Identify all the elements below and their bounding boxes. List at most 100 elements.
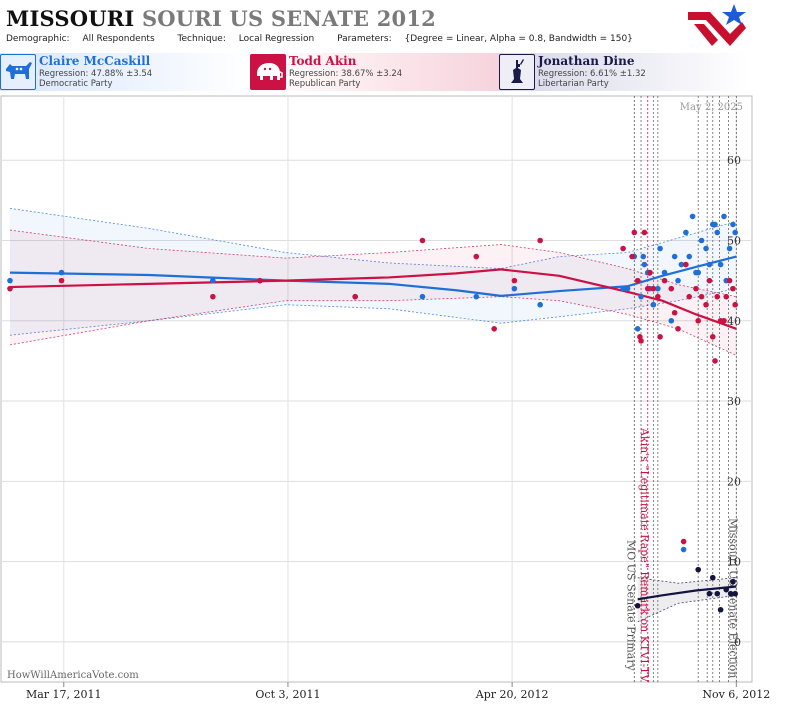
poll-point: [698, 293, 705, 300]
poll-point: [620, 245, 626, 252]
y-tick-label: 0: [734, 636, 741, 649]
poll-point: [661, 269, 668, 276]
poll-point: [7, 277, 13, 284]
event-label: Akin's "Legitimate Rape" Remark on KTVI-…: [638, 427, 651, 683]
poll-point: [640, 253, 647, 260]
candidate-regression: Regression: 6.61% ±1.32: [538, 69, 646, 79]
x-tick-label: Nov 6, 2012: [702, 688, 770, 701]
poll-point: [647, 269, 653, 276]
poll-point: [675, 325, 681, 332]
poll-point: [537, 301, 543, 308]
x-tick-label: Oct 3, 2011: [255, 688, 320, 701]
candidate-party: Democratic Party: [39, 79, 113, 89]
poll-point: [730, 578, 736, 585]
x-tick-label: Mar 17, 2011: [26, 688, 102, 701]
candidate-name: Todd Akin: [289, 54, 357, 68]
poll-point: [693, 285, 699, 292]
poll-point: [638, 338, 644, 344]
y-axis: 0 10 20 30 40 50 60: [727, 154, 741, 649]
poll-point: [650, 301, 657, 308]
poll-point: [714, 590, 721, 597]
donkey-icon: [0, 54, 36, 90]
poll-point: [655, 285, 661, 292]
poll-point: [680, 546, 687, 553]
poll-point: [624, 285, 631, 292]
candidate-legend: Claire McCaskill Regression: 47.88% ±3.5…: [0, 53, 789, 93]
poll-point: [352, 293, 359, 300]
param-parameters: Parameters: {Degree = Linear, Alpha = 0.…: [337, 34, 633, 44]
poll-point: [58, 269, 65, 276]
poll-point: [491, 325, 497, 332]
poll-point: [668, 285, 675, 292]
x-axis: Mar 17, 2011 Oct 3, 2011 Apr 20, 2012 Nov 6…: [26, 682, 770, 701]
poll-point: [714, 229, 721, 236]
poll-points: [7, 213, 738, 613]
poll-point: [703, 245, 709, 252]
poll-point: [695, 269, 701, 276]
candidate-regression: Regression: 38.67% ±3.24: [289, 69, 403, 79]
poll-point: [686, 293, 693, 300]
poll-point: [210, 293, 216, 300]
y-tick-label: 60: [727, 154, 741, 167]
poll-point: [709, 334, 716, 340]
poll-point: [714, 293, 721, 300]
poll-point: [723, 586, 730, 593]
poll-point: [730, 221, 736, 228]
liberty-icon: [499, 54, 535, 90]
param-demographic: Demographic: All Respondents: [6, 34, 155, 44]
poll-point: [634, 325, 641, 332]
poll-point: [511, 285, 518, 292]
y-tick-label: 20: [727, 475, 741, 488]
poll-point: [680, 538, 687, 545]
candidate-name: Claire McCaskill: [39, 54, 151, 68]
candidate-akin[interactable]: Todd Akin Regression: 38.67% ±3.24 Repub…: [250, 53, 500, 91]
poll-point: [726, 245, 733, 252]
event-label: MO US Senate Primary: [624, 540, 637, 672]
candidate-mccaskill[interactable]: Claire McCaskill Regression: 47.88% ±3.5…: [0, 53, 250, 91]
title-rest: SOURI US SENATE 2012: [141, 6, 436, 31]
confidence-band: [9, 208, 737, 336]
poll-point: [641, 261, 648, 268]
trend-line: [9, 268, 737, 330]
poll-point: [419, 237, 426, 244]
poll-point: [727, 590, 734, 597]
band-lower-line: [9, 288, 737, 336]
poll-point: [671, 309, 678, 316]
poll-point: [650, 285, 657, 292]
watermark: HowWillAmericaVote.com: [7, 670, 139, 681]
poll-point: [689, 213, 696, 220]
poll-point: [641, 229, 648, 236]
poll-point: [671, 253, 678, 260]
event-lines: MO US Senate Primary Akin's "Legitimate R…: [624, 96, 739, 683]
band-upper-line: [9, 229, 737, 298]
band-lower-line: [637, 594, 737, 623]
page-title: MISSOURI SOURI US SENATE 2012: [6, 6, 436, 31]
trend-line: [637, 585, 737, 601]
poll-point: [511, 277, 518, 284]
poll-point: [657, 334, 663, 340]
band-lower-line: [9, 296, 737, 356]
poll-point: [712, 358, 718, 364]
param-technique: Technique: Local Regression: [177, 34, 315, 44]
poll-point: [730, 285, 736, 292]
poll-point: [703, 301, 709, 308]
poll-point: [717, 606, 724, 613]
parameters-line: Demographic: All Respondents Technique: …: [6, 34, 653, 44]
y-tick-label: 30: [727, 395, 741, 408]
poll-point: [706, 261, 713, 268]
y-tick-label: 40: [727, 315, 741, 328]
event-label: Missouri US Senate Election: [726, 518, 739, 678]
elephant-icon: [250, 54, 286, 90]
poll-point: [709, 574, 716, 581]
poll-point: [706, 590, 713, 597]
candidate-dine[interactable]: Jonathan Dine Regression: 6.61% ±1.32 Li…: [499, 53, 749, 91]
poll-point: [668, 317, 675, 324]
y-tick-label: 10: [727, 556, 741, 569]
trend-line: [9, 255, 737, 297]
candidate-name: Jonathan Dine: [538, 54, 635, 68]
poll-point: [721, 213, 727, 220]
poll-point: [634, 277, 641, 284]
poll-point: [473, 293, 480, 300]
poll-point: [644, 285, 651, 292]
poll-point: [661, 277, 668, 284]
